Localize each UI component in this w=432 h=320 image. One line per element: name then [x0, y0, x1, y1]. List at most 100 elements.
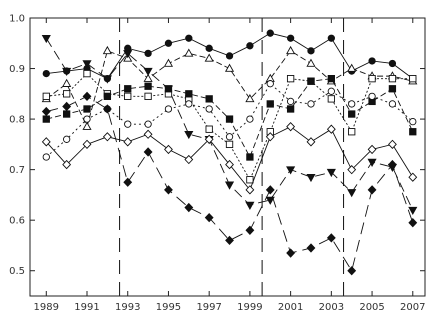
series-7-point — [408, 172, 418, 182]
series-5-point — [246, 153, 254, 161]
series-1 — [42, 29, 417, 83]
series-7-point — [204, 134, 214, 144]
series-6-point — [246, 115, 254, 123]
x-axis-ticks: 1989 1991 1993 1995 1997 1999 2001 2003 2005 2007 — [34, 18, 426, 313]
period-separator-lines — [119, 18, 345, 296]
x-tick-label: 2007 — [400, 302, 425, 313]
series-6-point — [266, 80, 274, 88]
series-5-point — [124, 85, 132, 93]
series-7-point — [245, 185, 255, 195]
series-4-point — [62, 90, 71, 98]
series-4-point — [368, 75, 376, 83]
series-6-point — [225, 133, 234, 141]
series-7-point — [164, 144, 173, 155]
series-3-point — [408, 206, 418, 215]
series-6-point — [327, 87, 335, 95]
series-4-point — [348, 128, 356, 136]
y-axis-ticks: 0.5 0.6 0.7 0.8 0.9 1.0 — [9, 14, 425, 277]
x-tick-label: 1989 — [34, 302, 59, 313]
series-1-point — [164, 39, 173, 47]
series-1-point — [266, 29, 274, 37]
series-3-point — [143, 67, 153, 76]
series-3-point — [224, 181, 235, 190]
series-8-point — [306, 243, 316, 253]
series-7-point — [102, 132, 112, 142]
series-1-point — [327, 34, 335, 42]
series-3 — [41, 34, 418, 215]
series-3-point — [102, 75, 112, 84]
series-2-point — [184, 48, 194, 57]
x-tick-label: 2005 — [359, 302, 384, 313]
series-5-point — [205, 95, 213, 103]
series-6-point — [62, 135, 71, 143]
series-3-point — [41, 34, 51, 44]
y-tick-label: 0.8 — [9, 115, 25, 126]
series-5-point — [103, 92, 112, 100]
series-2-point — [306, 58, 316, 67]
series-7-point — [286, 122, 296, 132]
series-7-point — [388, 139, 397, 150]
series-3-point — [286, 166, 296, 175]
series-8-point — [82, 91, 92, 101]
series-1-point — [205, 44, 213, 52]
series-7 — [41, 122, 418, 195]
series-6-point — [368, 92, 376, 100]
y-tick-label: 1.0 — [9, 14, 25, 25]
series-8-point — [225, 235, 234, 246]
series-7-point — [184, 154, 194, 165]
series-3-point — [62, 67, 72, 76]
series-7-point — [82, 139, 92, 150]
x-tick-label: 1993 — [115, 302, 140, 313]
series-8-point — [388, 159, 397, 170]
series-6-point — [307, 100, 315, 108]
series-1-point — [368, 57, 376, 65]
series-6-point — [388, 100, 397, 108]
series-4-point — [124, 92, 132, 100]
series-8-point — [367, 185, 377, 195]
series-1-point — [246, 42, 254, 50]
series-7-point — [62, 159, 72, 170]
series-3-point — [184, 131, 194, 140]
series-3-point — [245, 201, 255, 210]
series-5-point — [286, 105, 295, 113]
series-5-point — [62, 110, 71, 118]
series-8-point — [245, 225, 255, 235]
series-8-point — [41, 106, 51, 117]
series-7-point — [347, 164, 357, 175]
series-7-point — [225, 159, 234, 170]
plot-frame — [29, 17, 426, 297]
series-8-point — [184, 202, 194, 213]
series-6-point — [409, 117, 417, 126]
series-2-line — [46, 50, 413, 128]
series-3-point — [367, 158, 377, 167]
series-5-point — [388, 85, 397, 93]
series-1-point — [185, 34, 193, 42]
series-2-point — [143, 73, 153, 82]
y-tick-label: 0.6 — [9, 216, 25, 227]
series-6-point — [42, 153, 50, 161]
series-7-point — [306, 137, 316, 147]
x-tick-label: 1995 — [156, 302, 181, 313]
series-5-point — [307, 77, 315, 85]
series-4-point — [144, 92, 152, 100]
series-2-point — [224, 63, 235, 72]
series-8-point — [347, 266, 357, 276]
series-5-point — [225, 115, 234, 123]
series-2-point — [204, 53, 214, 62]
series-5-point — [144, 82, 152, 90]
series-8-point — [102, 104, 112, 114]
series-5-point — [185, 90, 193, 98]
series-6-point — [83, 115, 91, 123]
series-8-point — [123, 177, 133, 187]
series-5-point — [83, 105, 91, 113]
series-8-point — [286, 248, 296, 258]
series-6-point — [205, 105, 213, 113]
series-4-point — [388, 75, 397, 83]
series-2-point — [62, 78, 72, 87]
series-5-point — [348, 110, 356, 118]
series-4-point — [225, 140, 234, 149]
series-4-point — [409, 75, 417, 83]
series-6-point — [124, 120, 132, 128]
y-tick-label: 0.9 — [9, 64, 25, 75]
